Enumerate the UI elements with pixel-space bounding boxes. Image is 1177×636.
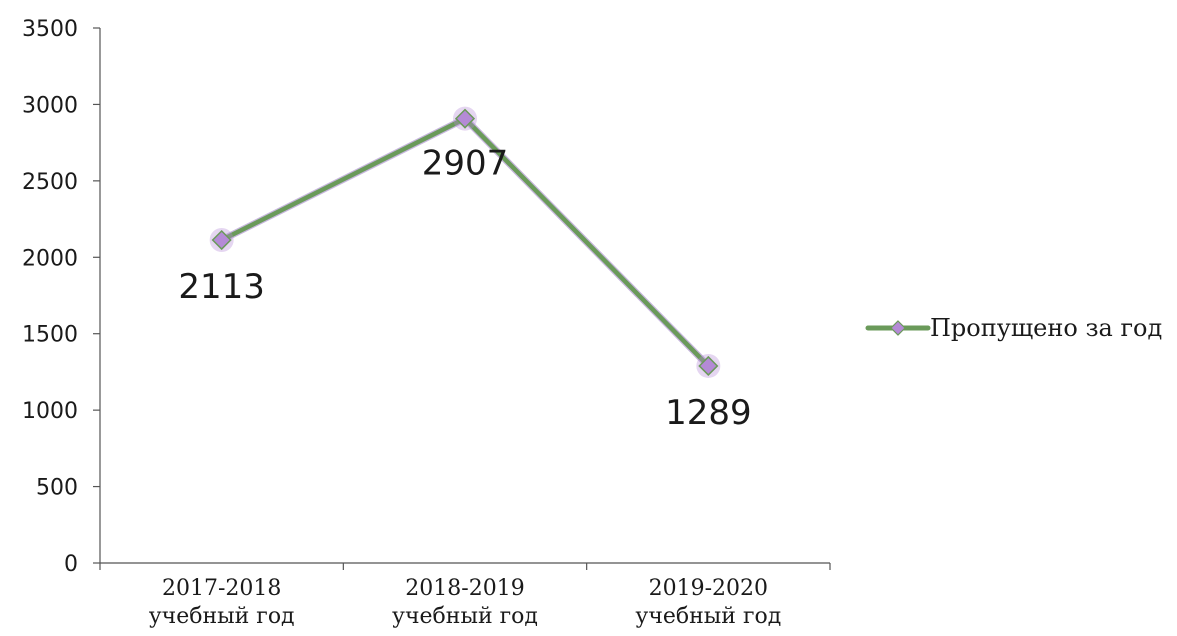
y-tick-label: 1000 bbox=[22, 399, 78, 424]
x-axis: 2017-2018 учебный год 2018-2019 учебный год… bbox=[99, 562, 831, 629]
y-tick-label: 3500 bbox=[22, 17, 78, 42]
data-label: 1289 bbox=[665, 393, 752, 433]
data-point-marker bbox=[211, 229, 232, 251]
y-tick-label: 2000 bbox=[22, 246, 78, 271]
y-axis: 0 500 1000 1500 2000 2500 3000 3500 bbox=[22, 17, 101, 577]
x-category-label: 2018-2019 bbox=[405, 576, 524, 601]
y-tick-label: 3000 bbox=[22, 93, 78, 118]
data-labels: 2113 2907 1289 bbox=[178, 144, 751, 433]
x-category-label: учебный год bbox=[392, 604, 538, 629]
x-category-label: учебный год bbox=[635, 604, 781, 629]
data-point-marker bbox=[454, 108, 476, 129]
legend-label: Пропущено за год bbox=[930, 314, 1162, 342]
x-category-label: 2019-2020 bbox=[649, 576, 768, 601]
y-tick-label: 0 bbox=[64, 552, 78, 577]
x-category-label: 2017-2018 bbox=[162, 576, 281, 601]
legend-marker-swatch bbox=[890, 320, 906, 336]
y-tick-label: 2500 bbox=[22, 170, 78, 195]
series-line-segment bbox=[219, 116, 468, 243]
x-category-label: учебный год bbox=[149, 604, 295, 629]
data-label: 2907 bbox=[422, 144, 509, 184]
data-point-marker bbox=[698, 355, 719, 377]
legend: Пропущено за год bbox=[865, 314, 1162, 342]
series-layer bbox=[209, 106, 721, 378]
y-tick-label: 1500 bbox=[22, 323, 78, 348]
data-label: 2113 bbox=[178, 267, 265, 307]
series-line-segment bbox=[462, 116, 711, 369]
y-tick-label: 500 bbox=[36, 476, 78, 501]
